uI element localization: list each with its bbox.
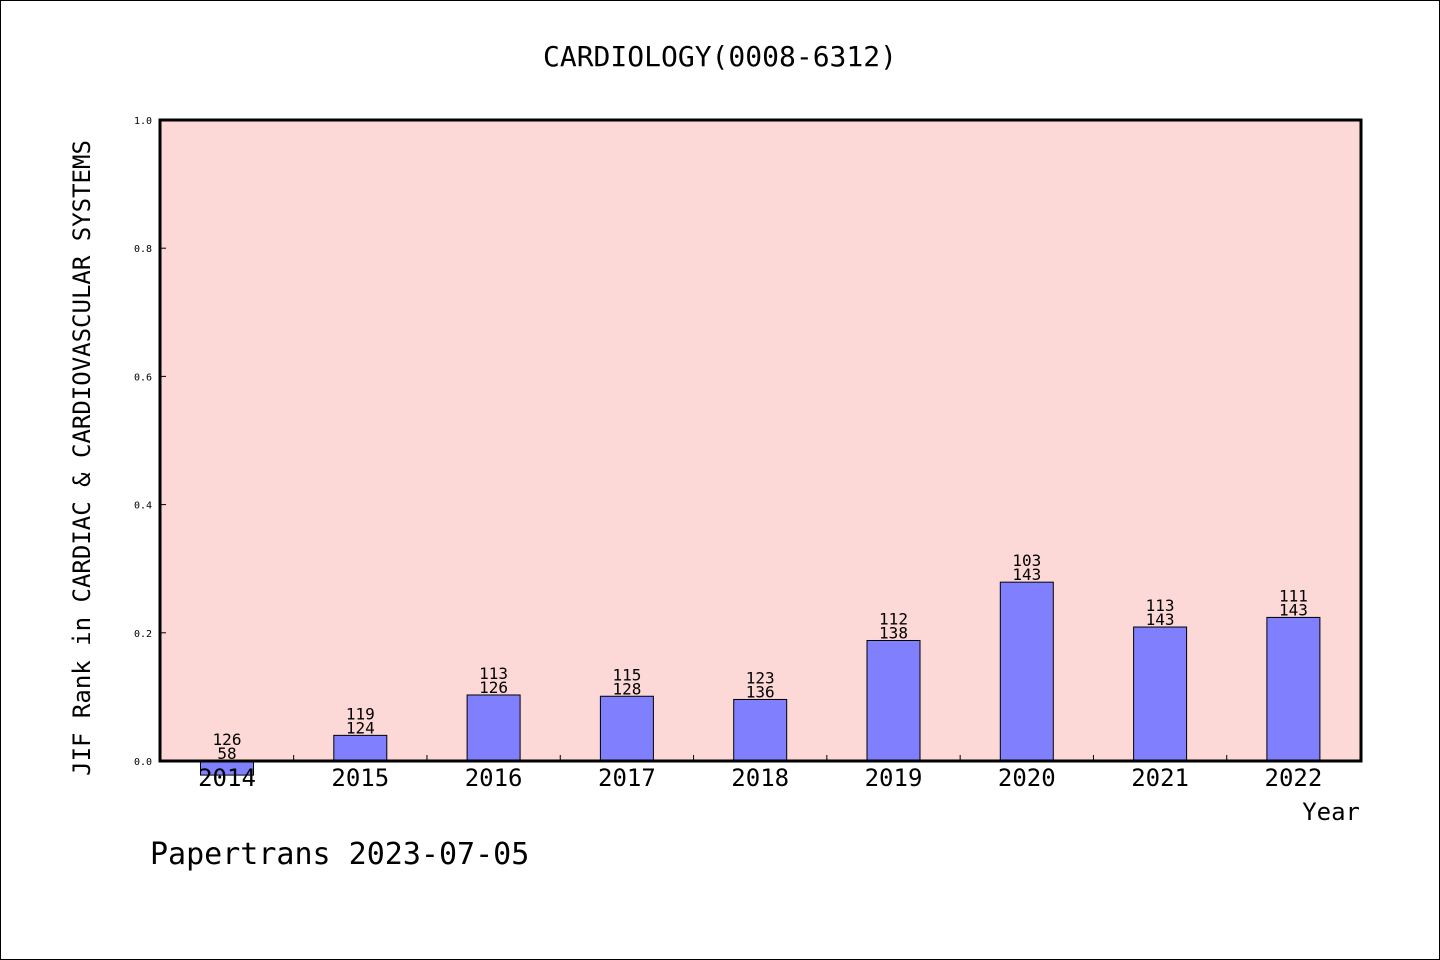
x-tick-label: 2020 bbox=[998, 764, 1056, 792]
rank-label: 123 bbox=[746, 668, 775, 687]
rank-label: 126 bbox=[213, 730, 242, 749]
y-tick-label: 0.2 bbox=[134, 629, 152, 640]
bar-2020 bbox=[999, 581, 1054, 762]
y-tick-label: 0.8 bbox=[134, 244, 152, 255]
rank-label: 113 bbox=[1146, 596, 1175, 615]
rank-label: 103 bbox=[1012, 551, 1041, 570]
total-label: 143 bbox=[1012, 565, 1041, 584]
rank-label: 119 bbox=[346, 704, 375, 723]
bar-2022 bbox=[1266, 616, 1321, 762]
bar-2018 bbox=[733, 698, 788, 762]
rank-label: 111 bbox=[1279, 586, 1308, 605]
rank-label: 113 bbox=[479, 664, 508, 683]
x-axis-label: Year bbox=[1302, 798, 1360, 826]
y-axis-label: JIF Rank in CARDIAC & CARDIOVASCULAR SYS… bbox=[68, 140, 96, 776]
x-tick-label: 2022 bbox=[1265, 764, 1323, 792]
y-tick-label: 1.0 bbox=[134, 116, 152, 127]
footer-text: Papertrans 2023-07-05 bbox=[150, 837, 529, 872]
bar-2017 bbox=[599, 695, 654, 762]
x-tick-label: 2018 bbox=[731, 764, 789, 792]
data-labels: 1265811912411312611512812313611213810314… bbox=[213, 551, 1308, 763]
y-tick-label: 0.4 bbox=[134, 501, 152, 512]
total-label: 136 bbox=[746, 682, 775, 701]
rank-label: 115 bbox=[612, 665, 641, 684]
chart-title: CARDIOLOGY(0008-6312) bbox=[543, 40, 897, 73]
bar-2021 bbox=[1133, 626, 1188, 762]
y-tick-label: 0.0 bbox=[134, 757, 152, 768]
bar-2016 bbox=[466, 694, 521, 762]
x-axis-ticks: 2014 2015 2016 2017 2018 2019 2020 2021 2022 bbox=[198, 755, 1322, 792]
x-tick-label: 2021 bbox=[1131, 764, 1189, 792]
y-tick-label: 0.6 bbox=[134, 372, 152, 383]
total-label: 138 bbox=[879, 623, 908, 642]
x-tick-label: 2017 bbox=[598, 764, 656, 792]
total-label: 143 bbox=[1279, 600, 1308, 619]
total-label: 128 bbox=[612, 679, 641, 698]
bar-2019 bbox=[866, 639, 921, 762]
total-label: 124 bbox=[346, 718, 375, 737]
x-tick-label: 2016 bbox=[465, 764, 523, 792]
rank-label: 112 bbox=[879, 609, 908, 628]
plot-border bbox=[158, 118, 1363, 763]
total-label: 143 bbox=[1146, 610, 1175, 629]
x-tick-label: 2015 bbox=[331, 764, 389, 792]
total-label: 126 bbox=[479, 678, 508, 697]
total-label: 58 bbox=[217, 744, 236, 763]
x-tick-label: 2019 bbox=[865, 764, 923, 792]
bar-2015 bbox=[333, 734, 388, 762]
bars bbox=[200, 581, 1321, 776]
x-tick-label: 2014 bbox=[198, 764, 256, 792]
